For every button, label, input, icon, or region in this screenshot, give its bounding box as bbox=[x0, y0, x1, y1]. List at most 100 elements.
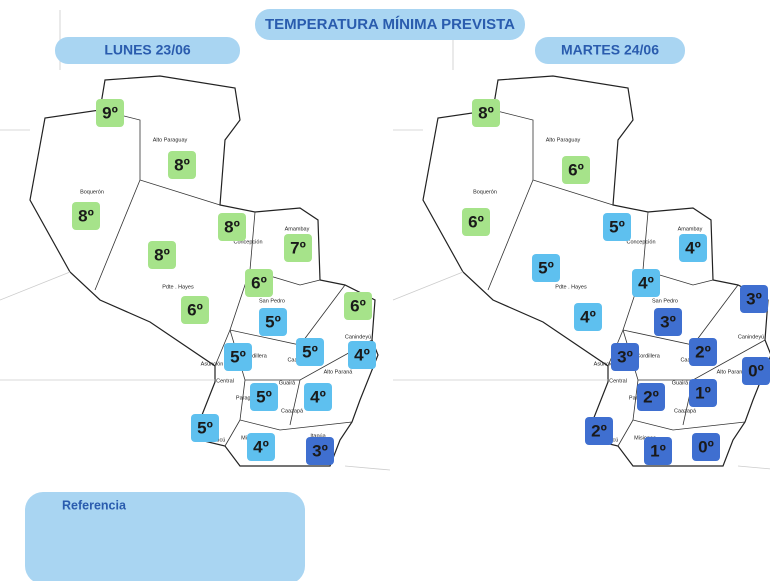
day-pill bbox=[535, 37, 685, 64]
temp-label: 4º bbox=[685, 238, 701, 257]
title: TEMPERATURA MÍNIMA PREVISTA bbox=[265, 16, 515, 33]
region-label: Alto Paraná bbox=[324, 369, 354, 375]
temp-label: 7º bbox=[290, 238, 306, 257]
day-label: LUNES 23/06 bbox=[104, 42, 191, 58]
temp-label: 6º bbox=[350, 296, 366, 315]
legend-title: Referencia bbox=[62, 498, 127, 512]
temp-box bbox=[637, 383, 665, 411]
temp-box bbox=[148, 241, 176, 269]
region-label: Concepción bbox=[233, 239, 262, 245]
region-label: Central bbox=[216, 378, 234, 384]
temp-box bbox=[562, 156, 590, 184]
region-label: Asunción bbox=[594, 361, 617, 367]
temp-box bbox=[245, 269, 273, 297]
title-pill bbox=[255, 9, 525, 40]
temp-box bbox=[304, 383, 332, 411]
temp-label: 8º bbox=[224, 217, 240, 236]
region-label: Amambay bbox=[285, 226, 310, 232]
temp-box bbox=[689, 338, 717, 366]
temp-label: 4º bbox=[354, 345, 370, 364]
region-label: Cordillera bbox=[636, 353, 660, 359]
legend-box bbox=[25, 492, 305, 581]
region-label: Pdte . Hayes bbox=[555, 284, 587, 290]
temp-label: 5º bbox=[302, 342, 318, 361]
temp-box bbox=[472, 99, 500, 127]
day-label: MARTES 24/06 bbox=[561, 42, 659, 58]
temp-box bbox=[284, 234, 312, 262]
temp-box bbox=[224, 343, 252, 371]
temp-box bbox=[72, 202, 100, 230]
temp-label: 1º bbox=[695, 383, 711, 402]
temp-label: 1º bbox=[650, 441, 666, 460]
region-label: Canindeyú bbox=[345, 334, 371, 340]
temp-box bbox=[181, 296, 209, 324]
temp-box bbox=[250, 383, 278, 411]
temp-label: 6º bbox=[468, 212, 484, 231]
region-label: Concepción bbox=[626, 239, 655, 245]
region-label: San Pedro bbox=[652, 298, 678, 304]
temp-box bbox=[574, 303, 602, 331]
temp-label: 5º bbox=[538, 258, 554, 277]
temp-label: 5º bbox=[230, 347, 246, 366]
temp-label: 8º bbox=[478, 103, 494, 122]
temp-box bbox=[296, 338, 324, 366]
temp-box bbox=[585, 417, 613, 445]
temp-box bbox=[96, 99, 124, 127]
temp-box bbox=[168, 151, 196, 179]
temp-label: 2º bbox=[643, 387, 659, 406]
temp-box bbox=[603, 213, 631, 241]
region-label: Boquerón bbox=[80, 189, 104, 195]
temp-label: 5º bbox=[256, 387, 272, 406]
temp-box bbox=[679, 234, 707, 262]
region-label: Paraguarí bbox=[236, 395, 261, 401]
temp-box bbox=[344, 292, 372, 320]
temp-label: 4º bbox=[580, 307, 596, 326]
temp-label: 2º bbox=[591, 421, 607, 440]
temp-label: 8º bbox=[154, 245, 170, 264]
region-label: Guairá bbox=[672, 380, 689, 386]
day-pill bbox=[55, 37, 240, 64]
region-label: Asunción bbox=[201, 361, 224, 367]
temp-box bbox=[689, 379, 717, 407]
region-label: Canindeyú bbox=[738, 334, 764, 340]
temp-box bbox=[218, 213, 246, 241]
temp-box bbox=[611, 343, 639, 371]
temp-box bbox=[532, 254, 560, 282]
temp-box bbox=[247, 433, 275, 461]
temp-label: 4º bbox=[638, 273, 654, 292]
temp-label: 6º bbox=[251, 273, 267, 292]
region-label: Alto Paraná bbox=[717, 369, 747, 375]
temp-label: 6º bbox=[568, 160, 584, 179]
temp-box bbox=[348, 341, 376, 369]
region-label: Cordillera bbox=[243, 353, 267, 359]
region-label: Alto Paraguay bbox=[546, 137, 581, 143]
region-label: Pdte . Hayes bbox=[162, 284, 194, 290]
region-label: Amambay bbox=[678, 226, 703, 232]
temp-box bbox=[462, 208, 490, 236]
temp-label: 3º bbox=[660, 312, 676, 331]
temp-label: 5º bbox=[265, 312, 281, 331]
temp-box bbox=[632, 269, 660, 297]
temp-label: 5º bbox=[609, 217, 625, 236]
temp-label: 9º bbox=[102, 103, 118, 122]
temp-label: 4º bbox=[310, 387, 326, 406]
temp-label: 3º bbox=[312, 441, 328, 460]
temp-box bbox=[742, 357, 770, 385]
temp-label: 8º bbox=[78, 206, 94, 225]
region-label: Itapúa bbox=[310, 433, 326, 439]
temp-label: 0º bbox=[748, 361, 764, 380]
region-label: Boquerón bbox=[473, 189, 497, 195]
temp-box bbox=[306, 437, 334, 465]
temp-label: 2º bbox=[695, 342, 711, 361]
region-label: San Pedro bbox=[259, 298, 285, 304]
temp-box bbox=[692, 433, 720, 461]
temp-label: 6º bbox=[187, 300, 203, 319]
region-label: Alto Paraguay bbox=[153, 137, 188, 143]
temp-label: 8º bbox=[174, 155, 190, 174]
region-label: Central bbox=[609, 378, 627, 384]
temp-label: 3º bbox=[746, 289, 762, 308]
region-label: Guairá bbox=[279, 380, 296, 386]
temp-box bbox=[654, 308, 682, 336]
temp-box bbox=[259, 308, 287, 336]
